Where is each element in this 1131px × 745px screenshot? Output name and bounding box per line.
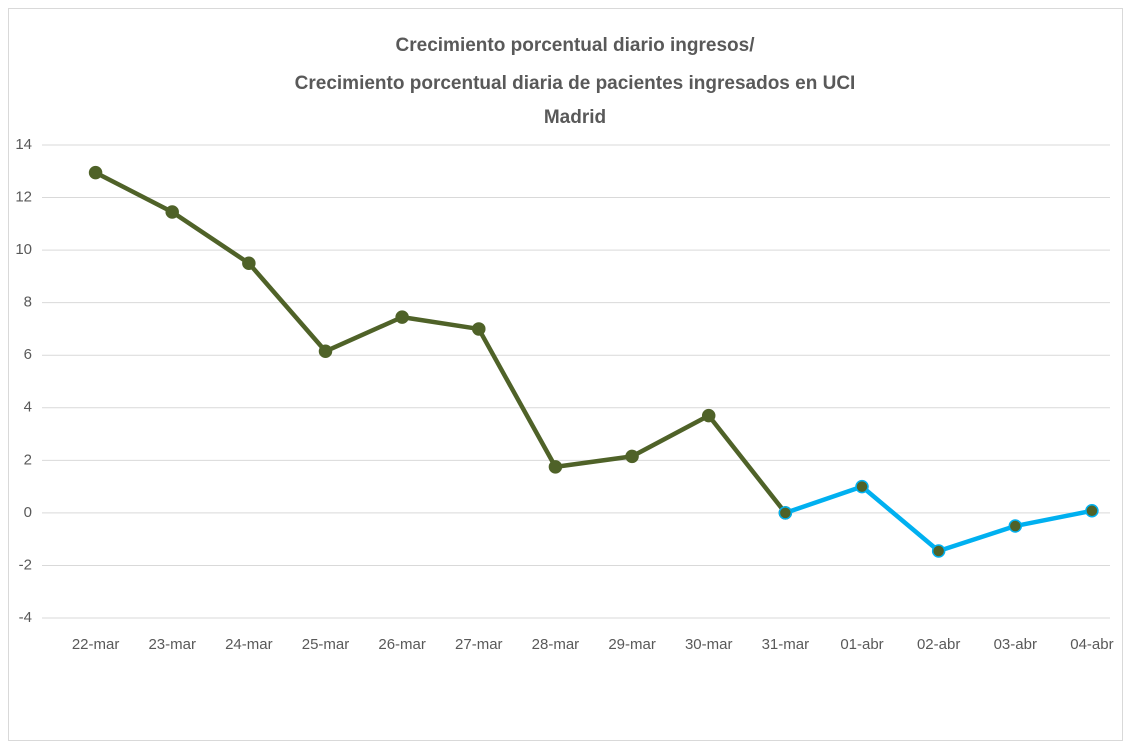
chart-title: Madrid xyxy=(544,107,606,128)
data-point xyxy=(625,449,639,464)
x-tick-label: 01-abr xyxy=(840,636,883,653)
x-tick-label: 28-mar xyxy=(532,636,580,653)
data-point xyxy=(931,544,946,558)
chart-title: Crecimiento porcentual diario ingresos/ xyxy=(396,35,756,56)
x-tick-label: 22-mar xyxy=(72,636,120,653)
x-tick-label: 24-mar xyxy=(225,636,273,653)
data-point xyxy=(318,344,333,359)
data-point xyxy=(165,205,179,219)
data-point xyxy=(548,460,563,474)
x-tick-label: 27-mar xyxy=(455,636,503,653)
data-point xyxy=(778,506,793,520)
data-point xyxy=(472,322,486,336)
y-tick-label: 2 xyxy=(24,451,32,468)
series-line xyxy=(94,170,788,515)
x-tick-label: 26-mar xyxy=(378,636,426,653)
x-tick-label: 23-mar xyxy=(148,636,196,653)
y-tick-label: 14 xyxy=(15,136,32,153)
data-point xyxy=(395,310,409,324)
y-tick-label: 6 xyxy=(24,346,32,363)
x-tick-label: 30-mar xyxy=(685,636,733,653)
x-tick-label: 04-abr xyxy=(1070,636,1113,653)
y-tick-label: 12 xyxy=(15,189,32,206)
y-tick-label: 0 xyxy=(24,504,32,521)
y-tick-label: 8 xyxy=(24,294,32,311)
x-tick-label: 31-mar xyxy=(762,636,810,653)
y-tick-label: -2 xyxy=(19,556,32,573)
data-point xyxy=(242,256,256,270)
y-tick-label: 4 xyxy=(24,399,32,416)
data-point xyxy=(855,479,869,494)
data-point xyxy=(88,165,103,180)
data-point xyxy=(1085,504,1099,518)
data-point xyxy=(701,408,716,423)
x-tick-label: 03-abr xyxy=(994,636,1037,653)
x-tick-label: 25-mar xyxy=(302,636,350,653)
x-tick-label: 29-mar xyxy=(608,636,656,653)
data-point xyxy=(1008,519,1023,533)
chart-title: Crecimiento porcentual diaria de pacient… xyxy=(295,73,856,94)
y-tick-label: -4 xyxy=(19,609,32,626)
x-tick-label: 02-abr xyxy=(917,636,960,653)
y-tick-label: 10 xyxy=(15,241,32,258)
